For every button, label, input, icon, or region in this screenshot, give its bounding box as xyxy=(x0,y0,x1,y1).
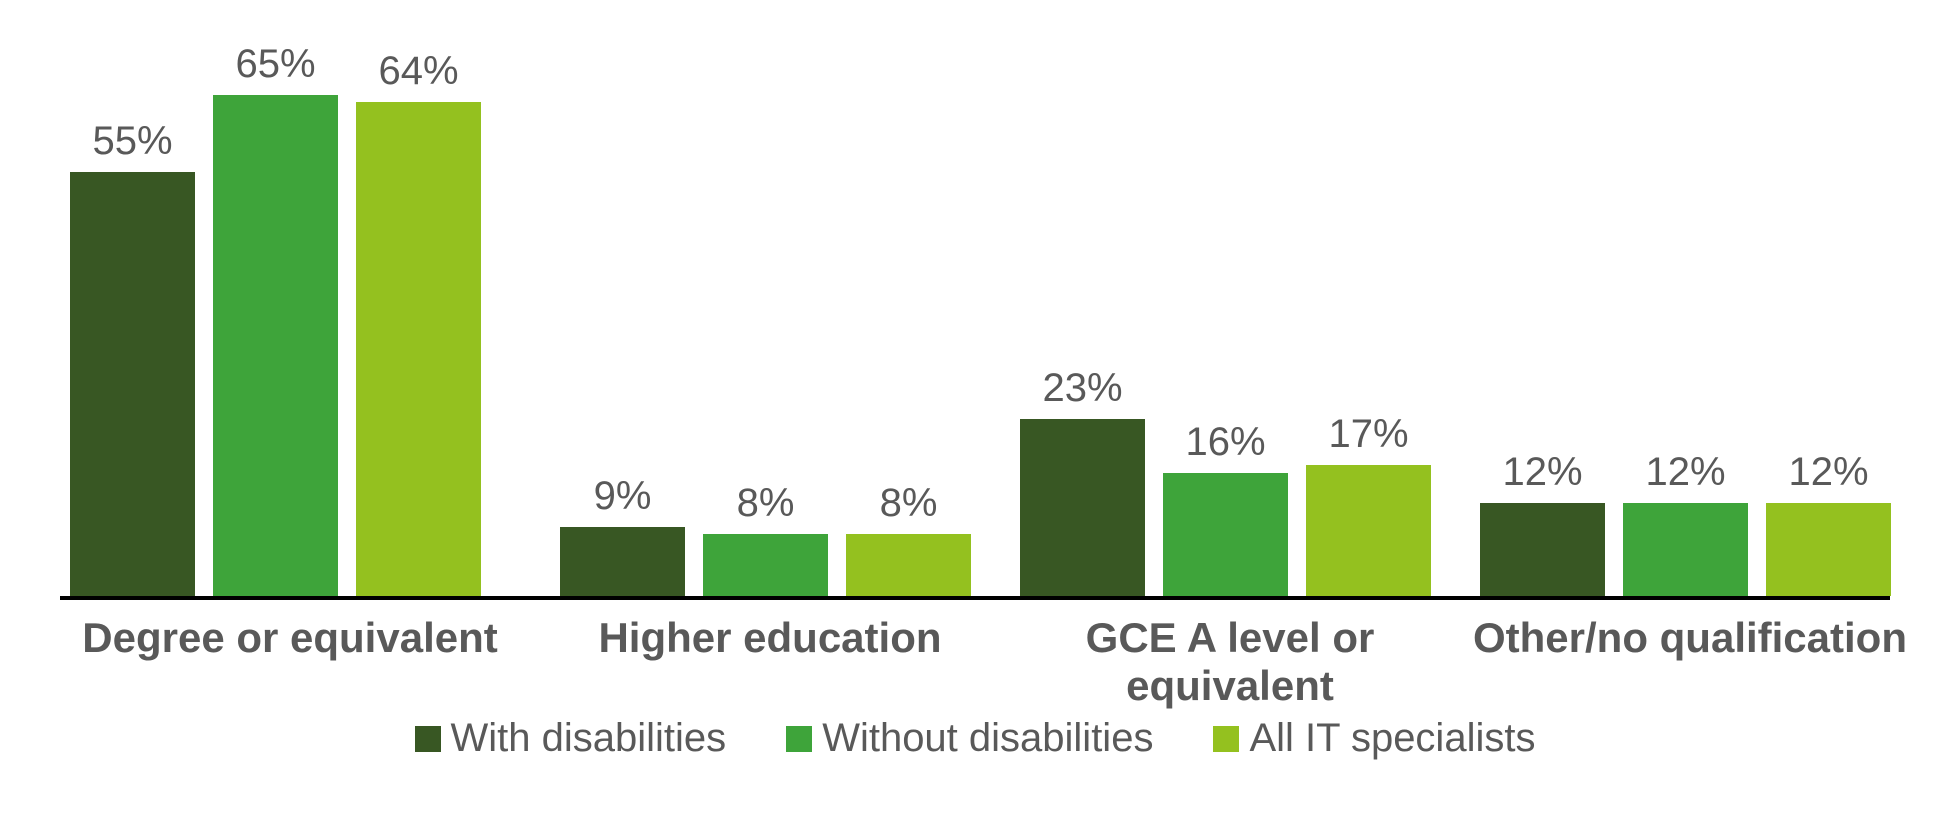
bar-rect xyxy=(560,527,685,596)
bar-value-label: 12% xyxy=(1502,450,1582,495)
legend-item: All IT specialists xyxy=(1213,716,1535,761)
bar-rect xyxy=(1163,473,1288,596)
bar-rect xyxy=(1623,503,1748,596)
bar: 65% xyxy=(213,42,338,596)
bar: 17% xyxy=(1306,412,1431,596)
bar-value-label: 16% xyxy=(1185,420,1265,465)
bar: 12% xyxy=(1766,450,1891,596)
bar: 16% xyxy=(1163,420,1288,596)
bar-rect xyxy=(1766,503,1891,596)
bar-rect xyxy=(213,95,338,596)
category-label: Higher education xyxy=(560,614,980,662)
bar-value-label: 23% xyxy=(1042,366,1122,411)
legend: With disabilities Without disabilities All… xyxy=(60,716,1890,761)
category-axis: Degree or equivalent Higher education GCE … xyxy=(60,600,1890,710)
legend-swatch xyxy=(1213,726,1239,752)
bar: 12% xyxy=(1623,450,1748,596)
legend-label: All IT specialists xyxy=(1249,716,1535,761)
bar-rect xyxy=(1020,419,1145,596)
bar-rect xyxy=(70,172,195,596)
bar: 8% xyxy=(846,481,971,596)
category-label: Degree or equivalent xyxy=(60,614,520,662)
bar-value-label: 12% xyxy=(1788,450,1868,495)
bar-value-label: 8% xyxy=(737,481,795,526)
bar: 64% xyxy=(356,49,481,596)
bar-rect xyxy=(1306,465,1431,596)
bar: 55% xyxy=(70,119,195,596)
bar: 9% xyxy=(560,474,685,596)
legend-item: Without disabilities xyxy=(786,716,1153,761)
bar-value-label: 12% xyxy=(1645,450,1725,495)
bar-rect xyxy=(846,534,971,596)
bar: 23% xyxy=(1020,366,1145,596)
bar-value-label: 17% xyxy=(1328,412,1408,457)
bar-value-label: 64% xyxy=(378,49,458,94)
legend-label: Without disabilities xyxy=(822,716,1153,761)
bar-group: 55% 65% 64% xyxy=(70,42,481,596)
category-label: GCE A level or equivalent xyxy=(1000,614,1460,711)
bar-rect xyxy=(356,102,481,596)
bar-value-label: 55% xyxy=(92,119,172,164)
category-label: Other/no qualification xyxy=(1460,614,1920,662)
plot-area: 55%65%64%9%8%8%23%16%17%12%12%12% xyxy=(60,60,1890,600)
legend-swatch xyxy=(786,726,812,752)
bar-rect xyxy=(1480,503,1605,596)
bar-value-label: 8% xyxy=(880,481,938,526)
legend-swatch xyxy=(415,726,441,752)
bar-value-label: 9% xyxy=(594,474,652,519)
legend-item: With disabilities xyxy=(415,716,727,761)
bar-value-label: 65% xyxy=(235,42,315,87)
bar-group: 23% 16% 17% xyxy=(1020,366,1431,596)
legend-label: With disabilities xyxy=(451,716,727,761)
bar: 12% xyxy=(1480,450,1605,596)
bar-group: 12% 12% 12% xyxy=(1480,450,1891,596)
bar-rect xyxy=(703,534,828,596)
bar: 8% xyxy=(703,481,828,596)
bar-group: 9% 8% 8% xyxy=(560,474,971,596)
bar-chart: 55%65%64%9%8%8%23%16%17%12%12%12% Degree… xyxy=(60,60,1890,760)
